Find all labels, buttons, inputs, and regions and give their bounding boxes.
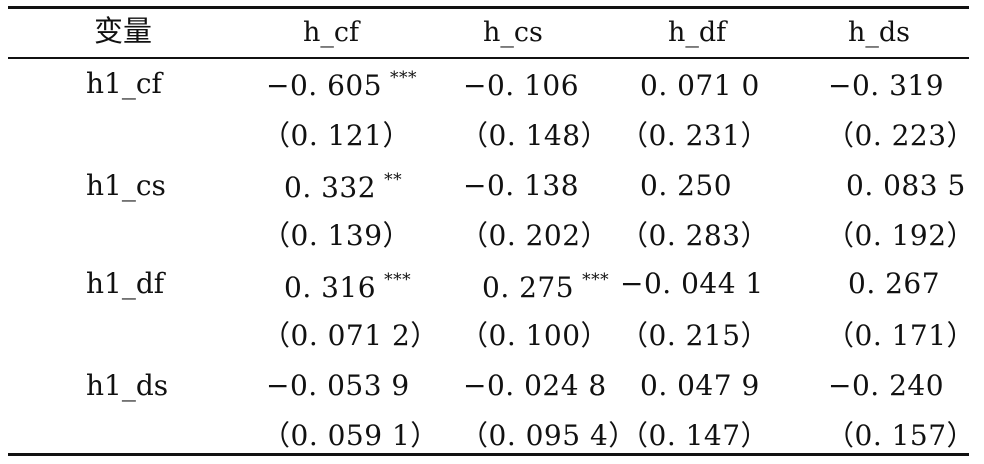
row-label: h1_cf	[86, 67, 162, 100]
coef-cell: −0. 024 8	[463, 369, 607, 402]
significance-stars: ***	[582, 270, 610, 290]
se-cell: （0. 139）	[262, 219, 412, 252]
se-cell: （0. 223）	[826, 119, 976, 152]
se-cell: （0. 147）	[620, 419, 770, 452]
coef-cell: −0. 053 9	[266, 369, 410, 402]
table-top-rule	[8, 6, 969, 9]
header-variable: 变量	[94, 14, 153, 48]
se-cell: （0. 171）	[826, 319, 976, 352]
se-cell: （0. 148）	[460, 119, 610, 152]
coef-cell: −0. 138	[463, 169, 580, 202]
se-cell: （0. 231）	[620, 119, 770, 152]
coef-cell: −0. 319	[828, 69, 945, 102]
coef-cell: 0. 071 0	[640, 69, 760, 102]
header-h-cf: h_cf	[303, 17, 360, 48]
coef-cell: −0. 044 1	[620, 267, 764, 300]
se-cell: （0. 157）	[826, 419, 976, 452]
row-label: h1_df	[86, 267, 165, 300]
row-label: h1_cs	[86, 169, 166, 202]
coef-cell: −0. 240	[828, 369, 945, 402]
coef-cell: 0. 267	[848, 267, 941, 300]
row-label: h1_ds	[86, 369, 169, 402]
se-cell: （0. 202）	[460, 219, 610, 252]
se-cell: （0. 059 1）	[262, 419, 439, 452]
coef-cell: 0. 316 ***	[284, 270, 412, 304]
se-cell: （0. 100）	[460, 319, 610, 352]
significance-stars: **	[384, 170, 403, 190]
table-bottom-rule	[8, 453, 969, 456]
header-h-cs: h_cs	[483, 17, 543, 48]
significance-stars: ***	[390, 68, 418, 88]
se-cell: （0. 071 2）	[262, 319, 439, 352]
coef-cell: −0. 605 ***	[266, 68, 418, 102]
coef-cell: 0. 250	[640, 169, 733, 202]
se-cell: （0. 192）	[826, 219, 976, 252]
se-cell: （0. 121）	[262, 119, 412, 152]
coef-cell: −0. 106	[463, 69, 580, 102]
coef-cell: 0. 275 ***	[482, 270, 610, 304]
se-cell: （0. 283）	[620, 219, 770, 252]
se-cell: （0. 095 4）	[460, 419, 637, 452]
regression-table: 变量 h_cf h_cs h_df h_ds h1_cf −0. 605 *** …	[8, 0, 975, 464]
coef-cell: 0. 047 9	[640, 369, 760, 402]
table-header-rule	[8, 57, 969, 59]
header-h-df: h_df	[668, 17, 727, 48]
significance-stars: ***	[384, 270, 412, 290]
se-cell: （0. 215）	[620, 319, 770, 352]
coef-cell: 0. 332 **	[284, 170, 403, 204]
header-h-ds: h_ds	[848, 17, 911, 48]
coef-cell: 0. 083 5	[846, 169, 966, 202]
